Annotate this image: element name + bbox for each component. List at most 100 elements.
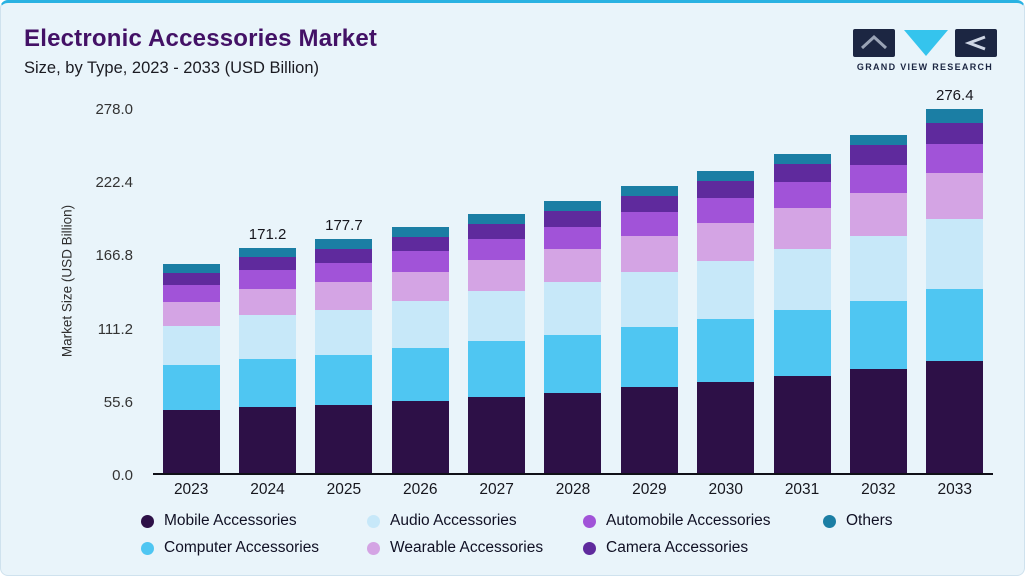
legend-dot-icon	[141, 514, 154, 528]
bar-stack	[239, 247, 297, 473]
x-tick-label: 2030	[708, 481, 743, 498]
segment-camera-accessories	[162, 272, 220, 285]
x-tick-label: 2031	[784, 481, 820, 498]
bar-2031	[764, 87, 840, 473]
legend: Mobile Accessories Audio Accessories Autom…	[141, 512, 1011, 566]
legend-dot-icon	[367, 514, 380, 528]
segment-mobile-accessories	[162, 409, 220, 473]
segment-mobile-accessories	[468, 396, 526, 473]
x-tick-label: 2033	[937, 481, 973, 498]
bar-stack	[620, 186, 678, 473]
segment-mobile-accessories	[544, 392, 602, 473]
chart-subtitle: Size, by Type, 2023 - 2033 (USD Billion)	[24, 59, 320, 77]
segment-camera-accessories	[468, 223, 526, 239]
bar-total-label: 177.7	[325, 217, 363, 235]
bar-stack	[544, 200, 602, 473]
segment-automobile-accessories	[468, 238, 526, 260]
bar-stack	[162, 263, 220, 473]
segment-wearable-accessories	[162, 301, 220, 326]
x-tick-label: 2029	[632, 481, 667, 498]
segment-audio-accessories	[697, 261, 755, 320]
legend-label: Computer Accessories	[164, 539, 320, 556]
legend-dot-icon	[367, 541, 380, 555]
bar-2027	[458, 87, 534, 473]
segment-others	[849, 135, 907, 146]
y-axis-ticks: 0.0 55.6 111.2 166.8 222.4 278.0	[1, 87, 141, 484]
legend-row: Computer Accessories Wearable Accessories…	[141, 539, 1011, 557]
y-tick-label: 111.2	[97, 320, 133, 338]
segment-computer-accessories	[773, 309, 831, 376]
legend-item-automobile-accessories: Automobile Accessories	[583, 512, 823, 530]
y-tick-label: 55.6	[103, 393, 133, 411]
bar-stack	[468, 214, 526, 473]
bar-total-label: 276.4	[936, 87, 974, 105]
plot-area: 171.2 177.7 276.4	[153, 87, 993, 475]
legend-label: Wearable Accessories	[390, 539, 544, 556]
segment-audio-accessories	[620, 271, 678, 327]
segment-mobile-accessories	[926, 361, 984, 473]
segment-automobile-accessories	[697, 197, 755, 223]
segment-automobile-accessories	[544, 226, 602, 250]
legend-row: Mobile Accessories Audio Accessories Autom…	[141, 512, 1011, 530]
segment-mobile-accessories	[697, 382, 755, 473]
segment-others	[620, 186, 678, 196]
segment-camera-accessories	[391, 236, 449, 252]
segment-camera-accessories	[620, 195, 678, 213]
segment-automobile-accessories	[773, 182, 831, 209]
x-tick-label: 2032	[861, 481, 896, 498]
segment-mobile-accessories	[849, 369, 907, 473]
bar-stack	[926, 109, 984, 473]
segment-mobile-accessories	[391, 400, 449, 473]
segment-wearable-accessories	[544, 249, 602, 283]
segment-computer-accessories	[544, 334, 602, 393]
logo-text: GRAND VIEW RESEARCH	[856, 62, 994, 72]
segment-camera-accessories	[239, 257, 297, 271]
bar-stack	[773, 153, 831, 473]
legend-item-mobile-accessories: Mobile Accessories	[141, 512, 367, 530]
bar-2033: 276.4	[917, 87, 993, 473]
segment-automobile-accessories	[315, 263, 373, 283]
segment-audio-accessories	[391, 300, 449, 348]
segment-computer-accessories	[620, 326, 678, 388]
segment-computer-accessories	[697, 319, 755, 383]
segment-others	[239, 247, 297, 258]
segment-others	[697, 170, 755, 181]
segment-others	[773, 153, 831, 164]
bar-stack	[315, 239, 373, 473]
segment-wearable-accessories	[697, 222, 755, 262]
segment-automobile-accessories	[239, 270, 297, 289]
legend-label: Automobile Accessories	[606, 512, 771, 529]
segment-audio-accessories	[468, 291, 526, 342]
segment-mobile-accessories	[773, 375, 831, 473]
segment-audio-accessories	[239, 315, 297, 359]
segment-wearable-accessories	[315, 282, 373, 310]
x-tick-label: 2025	[326, 481, 362, 498]
segment-computer-accessories	[315, 354, 373, 405]
y-tick-label: 166.8	[95, 247, 133, 265]
segment-others	[315, 239, 373, 250]
segment-computer-accessories	[162, 365, 220, 410]
segment-audio-accessories	[849, 236, 907, 301]
chart-header: Electronic Accessories Market Size, by T…	[24, 25, 377, 78]
segment-automobile-accessories	[620, 212, 678, 237]
segment-computer-accessories	[849, 300, 907, 369]
segment-others	[544, 200, 602, 212]
segment-computer-accessories	[239, 358, 297, 408]
segment-others	[162, 263, 220, 273]
segment-automobile-accessories	[391, 251, 449, 272]
segment-automobile-accessories	[162, 284, 220, 302]
bar-total-label: 171.2	[248, 225, 287, 243]
x-tick-label: 2023	[173, 481, 209, 498]
segment-others	[468, 214, 526, 224]
segment-computer-accessories	[391, 347, 449, 401]
x-tick-label: 2028	[555, 481, 591, 498]
segment-audio-accessories	[162, 325, 220, 366]
bar-2026	[382, 87, 458, 473]
segment-camera-accessories	[773, 163, 831, 183]
segment-camera-accessories	[544, 211, 602, 227]
x-axis-labels: 2023 2024 2025 2026 2027 2028 2029 2030 2031 2032…	[153, 481, 993, 499]
logo-icon	[853, 29, 997, 57]
segment-others	[926, 109, 984, 123]
segment-wearable-accessories	[239, 288, 297, 316]
